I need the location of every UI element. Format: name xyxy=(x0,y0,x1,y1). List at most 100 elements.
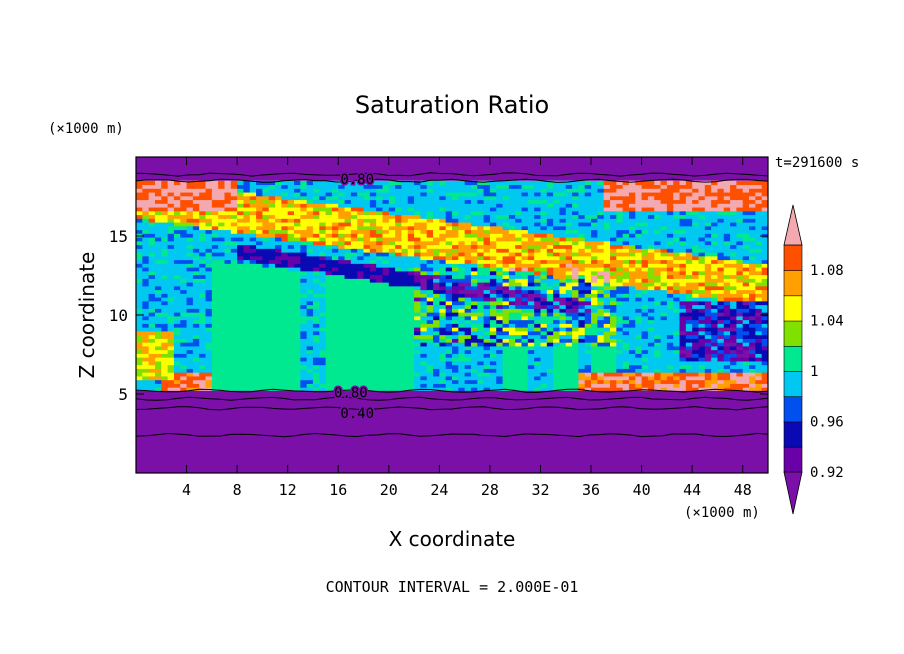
field-cell xyxy=(268,304,276,309)
field-cell xyxy=(357,315,365,321)
field-cell xyxy=(534,263,542,268)
field-cell xyxy=(433,210,440,216)
field-cell xyxy=(300,285,308,291)
field-cell xyxy=(142,334,150,339)
field-cell xyxy=(717,274,725,279)
field-cell xyxy=(616,330,624,336)
field-cell xyxy=(641,319,649,324)
field-cell xyxy=(357,349,365,354)
field-cell xyxy=(350,353,358,358)
field-cell xyxy=(268,203,276,208)
field-cell xyxy=(325,221,333,227)
field-cell xyxy=(761,360,768,366)
field-cell xyxy=(559,360,567,366)
field-cell xyxy=(559,319,567,324)
field-cell xyxy=(325,267,333,272)
field-cell xyxy=(395,364,403,369)
field-cell xyxy=(698,255,706,261)
field-cell xyxy=(338,221,346,227)
field-cell xyxy=(616,229,624,234)
field-cell xyxy=(376,289,384,294)
field-cell xyxy=(230,206,238,212)
field-cell xyxy=(736,206,744,212)
field-cell xyxy=(275,353,282,358)
field-cell xyxy=(382,323,390,328)
field-cell xyxy=(610,259,617,264)
field-cell xyxy=(470,327,478,332)
field-cell xyxy=(723,289,731,294)
field-cell xyxy=(730,383,737,388)
field-cell xyxy=(565,267,573,272)
field-cell xyxy=(218,233,226,238)
field-cell xyxy=(407,274,415,279)
field-cell xyxy=(527,368,535,373)
field-cell xyxy=(300,248,308,253)
field-cell xyxy=(319,225,327,231)
field-cell xyxy=(401,240,409,246)
field-cell xyxy=(470,293,478,298)
field-cell xyxy=(578,360,586,366)
field-cell xyxy=(723,368,731,373)
field-cell xyxy=(616,289,624,294)
field-cell xyxy=(325,225,333,231)
field-cell xyxy=(628,312,636,317)
field-cell xyxy=(363,274,371,279)
field-cell xyxy=(628,357,636,362)
field-cell xyxy=(496,330,504,336)
field-cell xyxy=(546,218,554,223)
field-cell xyxy=(628,345,636,351)
field-cell xyxy=(521,267,529,272)
field-cell xyxy=(205,221,213,227)
field-cell xyxy=(597,387,605,392)
field-cell xyxy=(262,319,270,324)
field-cell xyxy=(470,278,478,283)
field-cell xyxy=(243,248,251,253)
field-cell xyxy=(616,379,624,384)
field-cell xyxy=(439,248,447,253)
field-cell xyxy=(654,308,662,313)
field-cell xyxy=(395,233,403,238)
field-cell xyxy=(249,289,257,294)
field-cell xyxy=(458,308,466,313)
field-cell xyxy=(148,357,156,362)
field-cell xyxy=(268,379,276,384)
field-cell xyxy=(666,368,674,373)
field-cell xyxy=(262,274,270,279)
field-cell xyxy=(730,259,737,264)
field-cell xyxy=(439,278,447,283)
field-cell xyxy=(275,364,282,369)
field-cell xyxy=(338,330,346,336)
field-cell xyxy=(224,345,232,351)
field-cell xyxy=(673,375,681,381)
field-cell xyxy=(534,285,542,291)
field-cell xyxy=(243,387,251,392)
field-cell xyxy=(698,270,706,276)
field-cell xyxy=(154,218,162,223)
field-cell xyxy=(154,259,162,264)
field-cell xyxy=(527,304,535,309)
field-cell xyxy=(673,345,681,351)
field-cell xyxy=(287,323,295,328)
field-cell xyxy=(230,357,238,362)
field-cell xyxy=(262,244,270,249)
field-cell xyxy=(673,315,681,321)
field-cell xyxy=(666,342,674,347)
field-cell xyxy=(192,375,200,381)
field-cell xyxy=(521,300,529,306)
field-cell xyxy=(717,214,725,219)
field-cell xyxy=(319,372,327,377)
field-cell xyxy=(376,274,384,279)
field-cell xyxy=(736,338,744,343)
field-cell xyxy=(205,289,213,294)
field-cell xyxy=(591,297,598,302)
field-cell xyxy=(546,319,554,324)
field-cell xyxy=(388,327,396,332)
field-cell xyxy=(395,357,403,362)
field-cell xyxy=(736,297,744,302)
field-cell xyxy=(388,368,396,373)
field-cell xyxy=(559,323,567,328)
field-cell xyxy=(578,349,586,354)
field-cell xyxy=(407,270,415,276)
field-cell xyxy=(673,274,681,279)
field-cell xyxy=(395,349,403,354)
